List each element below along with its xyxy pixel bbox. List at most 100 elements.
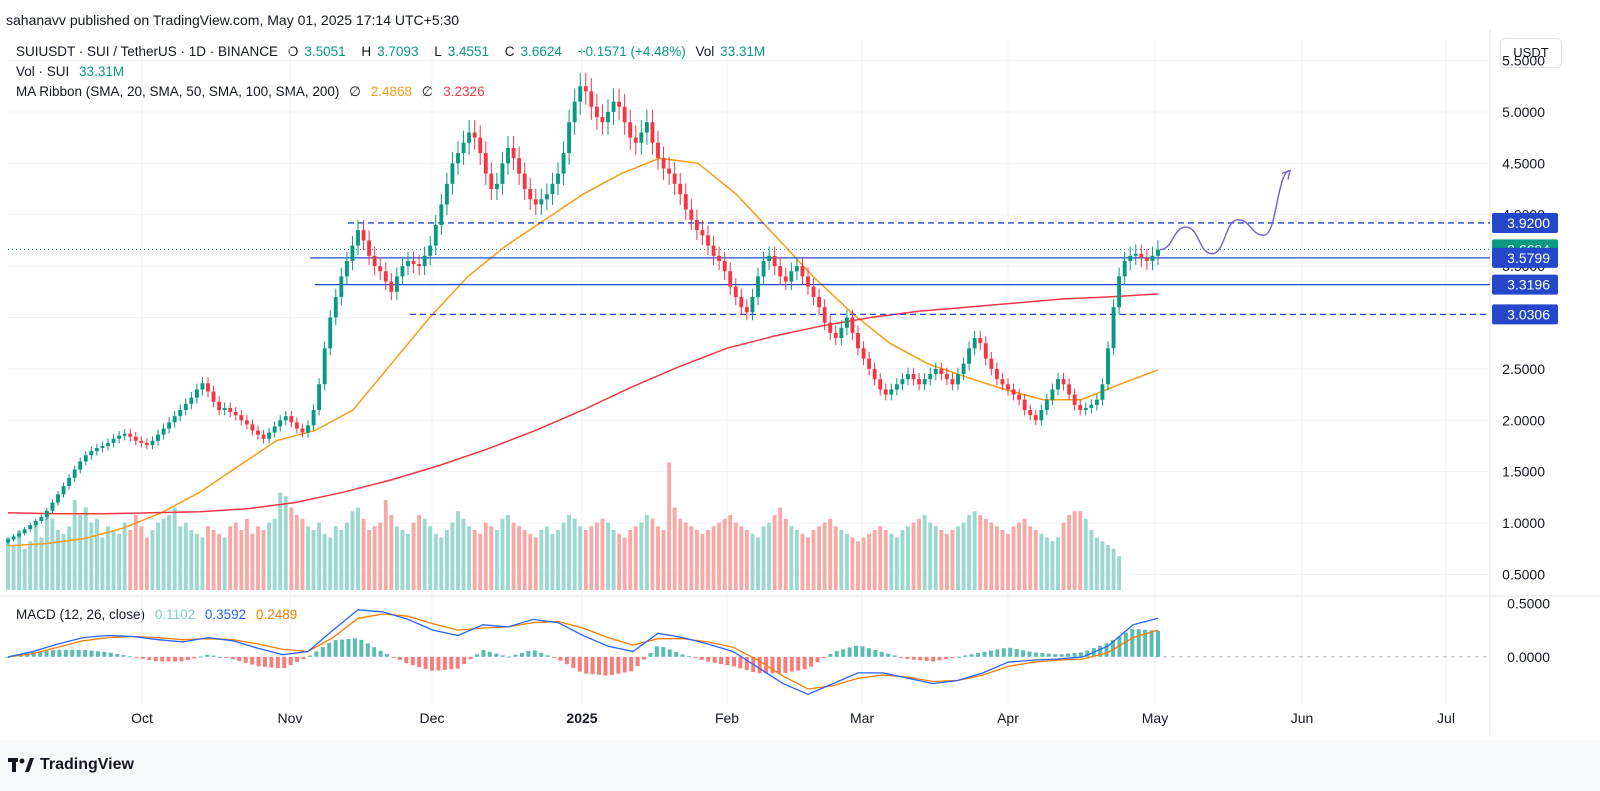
candle-body <box>56 494 60 503</box>
candle-body <box>6 539 10 543</box>
candle-body <box>1039 410 1044 421</box>
macd-histogram-bar <box>783 656 788 673</box>
candle-body <box>1144 257 1149 261</box>
volume-bar <box>56 530 60 590</box>
candle-body <box>261 434 266 439</box>
candle-body <box>72 469 77 478</box>
candle-body <box>394 276 399 292</box>
macd-histogram-bar <box>295 656 300 662</box>
ma-ribbon-label[interactable]: MA Ribbon (SMA, 20, SMA, 50, SMA, 100, S… <box>16 84 340 99</box>
macd-histogram-bar <box>224 656 229 658</box>
candle-body <box>317 384 322 410</box>
volume-bar <box>1089 530 1094 590</box>
macd-histogram-bar <box>333 640 338 657</box>
macd-histogram-bar <box>1085 650 1090 657</box>
macd-histogram-bar <box>1033 652 1038 657</box>
macd-histogram-bar <box>590 656 595 675</box>
candle-body <box>722 260 727 272</box>
macd-histogram-bar <box>1117 636 1122 657</box>
price-chart[interactable]: 5.50005.00004.50004.00003.50003.00002.50… <box>0 0 1600 740</box>
volume-bar <box>256 526 260 590</box>
volume-bar <box>672 507 677 590</box>
candle-body <box>517 158 522 174</box>
volume-bar <box>878 526 883 590</box>
volume-bar <box>661 530 666 590</box>
macd-histogram-bar <box>667 649 672 657</box>
candle-body <box>856 332 860 349</box>
candle-body <box>300 428 305 433</box>
ma-value-long: 3.2326 <box>443 84 485 99</box>
volume-bar <box>867 533 872 590</box>
volume-bar <box>111 530 116 590</box>
symbol-title[interactable]: SUIUSDT · SUI / TetherUS · 1D · BINANCE <box>16 44 279 59</box>
tradingview-brand[interactable]: TradingView <box>8 756 134 774</box>
volume-bar <box>1028 526 1033 590</box>
price-axis-label: 3.9200 <box>1492 212 1558 233</box>
macd-histogram-bar <box>282 656 287 669</box>
candle-body <box>1006 384 1010 390</box>
volume-bar <box>533 537 538 590</box>
volume-bar <box>272 518 277 590</box>
volume-bar <box>67 526 72 590</box>
candle-body <box>806 276 810 287</box>
volume-bar <box>217 533 222 590</box>
macd-histogram-bar <box>1014 649 1019 657</box>
candle-body <box>689 209 694 220</box>
candle-body <box>1078 404 1083 410</box>
volume-bar <box>317 522 322 590</box>
candle-body <box>1056 379 1060 390</box>
macd-histogram-bar <box>552 656 557 658</box>
ma-value-short: 2.4868 <box>370 84 412 99</box>
time-tick-label: Mar <box>850 710 874 726</box>
volume-bar <box>872 530 877 590</box>
candle-body <box>117 435 122 439</box>
candle-body <box>139 440 144 443</box>
macd-histogram-bar <box>834 651 839 657</box>
volume-bar <box>922 515 927 590</box>
price-axis-label-bg <box>1492 304 1558 325</box>
candle-body <box>1106 348 1110 385</box>
macd-histogram-bar <box>359 639 364 657</box>
candle-body <box>606 111 610 123</box>
macd-histogram-bar <box>468 656 473 660</box>
macd-histogram-bar <box>712 656 717 663</box>
volume-indicator-label[interactable]: Vol · SUI <box>16 64 70 79</box>
candle-body <box>678 183 683 195</box>
volume-bar <box>83 507 88 590</box>
candle-body <box>656 142 660 159</box>
volume-bar <box>978 515 983 590</box>
macd-histogram-bar <box>693 656 698 659</box>
volume-bar <box>850 537 855 590</box>
macd-histogram-bar <box>372 647 377 657</box>
candle-body <box>44 510 49 517</box>
candle-body <box>294 422 299 429</box>
macd-histogram-bar <box>25 653 30 657</box>
macd-histogram-bar <box>108 652 113 657</box>
volume-bar <box>167 515 172 590</box>
volume-bar <box>700 533 705 590</box>
macd-histogram-bar <box>931 656 936 662</box>
macd-histogram-bar <box>731 656 736 667</box>
candle-body <box>189 397 194 404</box>
candle-body <box>400 266 405 277</box>
volume-bar <box>767 522 772 590</box>
volume-bar <box>900 530 905 590</box>
candle-body <box>717 255 722 261</box>
volume-bar <box>206 526 210 590</box>
macd-histogram-bar <box>648 652 653 657</box>
macd-histogram-bar <box>892 655 897 657</box>
candle-body <box>811 286 816 297</box>
volume-bar <box>433 533 438 590</box>
macd-signal-line <box>7 613 1159 690</box>
price-axis-label-bg <box>1492 212 1558 233</box>
candle-body <box>17 533 22 537</box>
currency-button[interactable]: USDT <box>1500 38 1562 68</box>
candle-body <box>367 240 372 256</box>
time-tick-label: Oct <box>131 710 153 726</box>
macd-histogram-bar <box>654 646 659 657</box>
volume-bar <box>300 518 305 590</box>
candle-body <box>522 173 527 190</box>
macd-label[interactable]: MACD (12, 26, close) <box>16 607 146 622</box>
volume-bar <box>461 518 466 590</box>
open-value: 3.5051 <box>304 44 346 59</box>
